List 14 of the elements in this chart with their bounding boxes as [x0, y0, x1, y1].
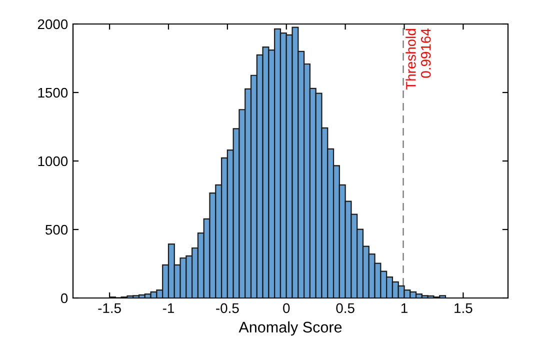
x-tick-label: -1 [162, 303, 174, 313]
x-tick-label: 0 [283, 303, 290, 314]
ref-line-label: Threshold 0.99164 [406, 28, 431, 90]
y-tick-label: 500 [46, 224, 68, 235]
y-tick-label: 0 [60, 293, 68, 304]
y-tick-label: 1000 [38, 156, 68, 166]
x-tick-label: -1.5 [98, 303, 121, 314]
x-tick-label: 0.5 [336, 303, 354, 314]
y-tick-label: 1500 [38, 88, 68, 98]
x-tick-label: 1 [401, 303, 408, 313]
x-tick-label: -0.5 [216, 303, 239, 314]
x-axis-title: Anomaly Score [238, 321, 342, 336]
y-tick-label: 2000 [38, 19, 68, 30]
x-tick-label: 1.5 [454, 303, 472, 314]
